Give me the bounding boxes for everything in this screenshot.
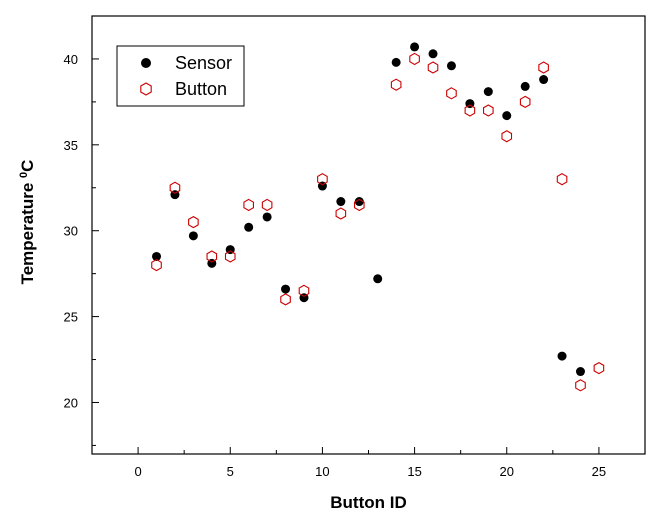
button-point	[224, 250, 236, 263]
sensor-point	[244, 222, 254, 232]
button-point	[280, 293, 291, 306]
button-point	[409, 52, 420, 66]
y-axis-label: Temperature 0C	[18, 160, 37, 285]
sensor-point	[373, 274, 383, 284]
x-tick-label: 10	[315, 464, 329, 479]
button-point	[390, 78, 402, 91]
sensor-point	[391, 57, 401, 67]
button-point	[427, 61, 439, 74]
button-point	[482, 104, 494, 117]
button-point	[519, 95, 531, 109]
button-point	[243, 198, 254, 212]
y-axis-label-text: Temperature	[18, 178, 37, 284]
sensor-point	[575, 367, 585, 377]
y-tick-label: 40	[64, 52, 78, 67]
button-point	[575, 379, 586, 392]
button-point	[464, 104, 476, 117]
button-point	[206, 250, 218, 263]
data-points	[151, 42, 605, 392]
sensor-point	[557, 351, 567, 361]
y-axis-label-unit: C	[18, 160, 37, 172]
button-point	[446, 87, 457, 100]
legend-sensor-marker	[141, 58, 151, 68]
button-point	[317, 173, 328, 186]
y-tick-label: 30	[64, 224, 78, 239]
button-point	[169, 181, 181, 194]
y-tick-label: 35	[64, 138, 78, 153]
button-point	[353, 198, 365, 212]
button-point	[298, 284, 310, 297]
sensor-point	[502, 111, 512, 121]
button-point	[538, 61, 549, 74]
sensor-point	[188, 231, 198, 241]
sensor-point	[262, 212, 272, 222]
button-point	[188, 215, 199, 229]
button-point	[501, 130, 513, 143]
x-axis-label: Button ID	[330, 493, 406, 512]
sensor-point	[354, 197, 364, 207]
y-tick-label: 25	[64, 310, 78, 325]
legend: Sensor Button	[116, 45, 245, 107]
sensor-point	[336, 197, 346, 207]
legend-button-marker	[140, 82, 152, 96]
sensor-point	[539, 75, 549, 85]
legend-box	[116, 45, 245, 107]
sensor-point	[483, 87, 493, 97]
sensor-point	[520, 81, 530, 91]
legend-button-label: Button	[175, 79, 227, 99]
button-point	[335, 207, 347, 220]
button-point	[556, 173, 568, 186]
sensor-point	[410, 42, 420, 52]
x-tick-label: 5	[227, 464, 234, 479]
x-tick-label: 25	[592, 464, 606, 479]
button-point	[151, 258, 162, 272]
x-tick-label: 20	[500, 464, 514, 479]
y-tick-label: 20	[64, 395, 78, 410]
y-axis-label-superscript: 0	[18, 172, 30, 178]
x-tick-label: 0	[134, 464, 141, 479]
sensor-point	[281, 284, 291, 294]
button-point	[593, 361, 605, 375]
sensor-point	[446, 61, 456, 71]
sensor-point	[428, 49, 438, 59]
x-tick-label: 15	[407, 464, 421, 479]
axis-ticks: 0 5 10 15 20 25 20 25 30 35 40	[64, 15, 646, 479]
legend-sensor-label: Sensor	[175, 53, 232, 73]
button-point	[261, 198, 273, 212]
sensor-point	[152, 251, 162, 261]
